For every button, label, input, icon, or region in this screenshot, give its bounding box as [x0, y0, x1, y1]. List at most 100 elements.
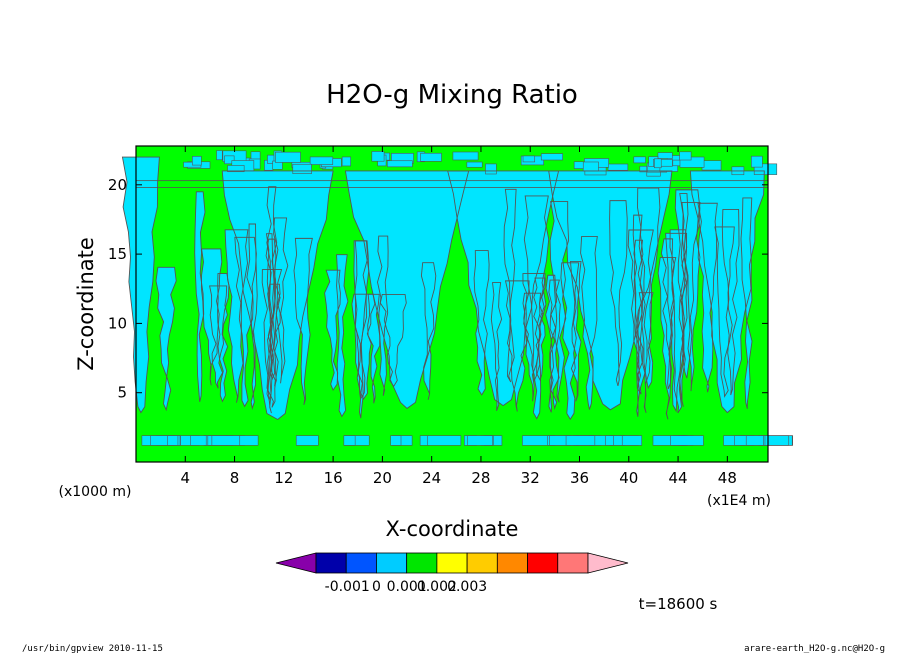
contour-line — [234, 236, 257, 408]
cyan-contour-patch — [292, 163, 312, 174]
cyan-contour-patch — [607, 163, 629, 171]
colorbar-swatch — [527, 552, 559, 574]
contour-line — [420, 262, 437, 400]
cyan-contour-patch — [420, 152, 442, 162]
cyan-contour-patch — [522, 155, 536, 163]
colorbar-tick-label: 0 — [372, 579, 381, 595]
x-axis-ticks: 4 8 12 16 20 24 28 32 36 40 44 48 — [181, 146, 737, 487]
x-tick-label: 24 — [422, 469, 441, 487]
contour-line — [657, 257, 677, 420]
cyan-contour-patch — [653, 159, 673, 167]
contour-line — [721, 209, 740, 396]
cyan-contour-region — [714, 226, 735, 397]
cyan-contour-patch — [565, 435, 596, 446]
y-axis-label: Z-coordinate — [74, 237, 98, 371]
chart-title: H2O-g Mixing Ratio — [326, 80, 578, 110]
contour-line — [200, 248, 223, 386]
cyan-contour-region — [122, 157, 160, 413]
cyan-contour-patch — [238, 435, 259, 446]
contour-line — [221, 170, 334, 421]
cyan-contour-patch — [371, 151, 385, 162]
colorbar-swatch — [376, 552, 408, 574]
contour-line — [545, 274, 558, 413]
cyan-contour-patch — [467, 435, 493, 446]
contour-line — [367, 293, 381, 404]
y-tick-label: 5 — [117, 384, 127, 402]
contour-line — [681, 201, 701, 392]
contour-line — [324, 269, 341, 392]
cyan-contour-region — [679, 193, 688, 407]
contour-line — [638, 292, 654, 413]
cyan-contour-patch — [466, 161, 483, 168]
time-annotation: t=18600 s — [639, 595, 718, 613]
contour-line — [523, 195, 550, 420]
cyan-contour-patch — [604, 435, 614, 446]
contour-line — [533, 277, 546, 382]
x-tick-label: 28 — [471, 469, 490, 487]
contour-line — [265, 238, 277, 414]
cyan-contour-region — [345, 170, 469, 409]
cyan-contour-patch — [540, 153, 563, 161]
colorbar-tick-label: 0.001 — [387, 579, 427, 595]
x-axis-label: X-coordinate — [386, 517, 519, 541]
x-tick-label: 4 — [181, 469, 191, 487]
contour-line — [246, 223, 258, 410]
contour-line — [224, 229, 249, 403]
x-tick-label: 20 — [373, 469, 392, 487]
colorbar-swatch — [315, 552, 347, 574]
colorbar-swatch — [466, 552, 498, 574]
colorbar-tick-label: 0.002 — [417, 579, 457, 595]
cyan-contour-region — [324, 270, 341, 391]
contour-line — [609, 200, 628, 387]
contour-line — [209, 285, 228, 389]
cyan-contour-region — [580, 236, 598, 410]
contour-line — [560, 262, 580, 421]
contour-line — [273, 217, 289, 384]
x-tick-label: 12 — [274, 469, 293, 487]
contour-line — [522, 292, 542, 402]
cyan-contour-region — [670, 229, 687, 413]
cyan-contour-patch — [745, 435, 764, 446]
cyan-contour-patch — [309, 156, 334, 165]
colorbar-extend-low — [275, 552, 317, 574]
cyan-contour-patch — [485, 163, 497, 175]
x-tick-label: 32 — [521, 469, 540, 487]
cyan-contour-region — [377, 236, 389, 396]
cyan-contour-patch — [224, 155, 235, 165]
cyan-contour-patch — [633, 156, 646, 164]
contour-line — [637, 187, 661, 390]
cyan-contour-region — [609, 200, 628, 386]
contour-line — [697, 202, 718, 393]
y-unit-label: (x1000 m) — [59, 484, 132, 500]
contour-line — [354, 240, 369, 419]
cyan-contour-region — [505, 280, 530, 412]
colorbar-extend-high — [587, 552, 629, 574]
near-zero-contour-fill — [122, 150, 794, 446]
contour-lines — [121, 156, 769, 421]
contour-line — [121, 156, 160, 414]
footer-left: /usr/bin/gpview 2010-11-15 — [22, 644, 163, 654]
cyan-contour-patch — [167, 435, 179, 446]
cyan-contour-patch — [341, 156, 352, 167]
cyan-contour-patch — [216, 150, 223, 161]
colorbar-tick-label: 0.003 — [447, 579, 487, 595]
cyan-contour-patch — [275, 151, 301, 163]
x-tick-label: 16 — [324, 469, 343, 487]
plot-frame — [135, 145, 769, 463]
cyan-contour-patch — [654, 158, 662, 169]
x-tick-label: 48 — [718, 469, 737, 487]
x-tick-label: 40 — [619, 469, 638, 487]
cyan-contour-patch — [343, 435, 356, 446]
cyan-contour-patch — [679, 151, 692, 161]
contour-line — [669, 229, 688, 414]
cyan-contour-region — [156, 267, 177, 410]
contour-line — [632, 214, 644, 417]
cyan-contour-patch — [427, 435, 462, 446]
contour-line — [447, 170, 560, 407]
cyan-contour-region — [474, 250, 490, 395]
y-tick-label: 20 — [108, 176, 127, 194]
cyan-contour-patch — [582, 161, 599, 172]
x-tick-label: 8 — [230, 469, 240, 487]
cyan-contour-patch — [751, 155, 763, 168]
